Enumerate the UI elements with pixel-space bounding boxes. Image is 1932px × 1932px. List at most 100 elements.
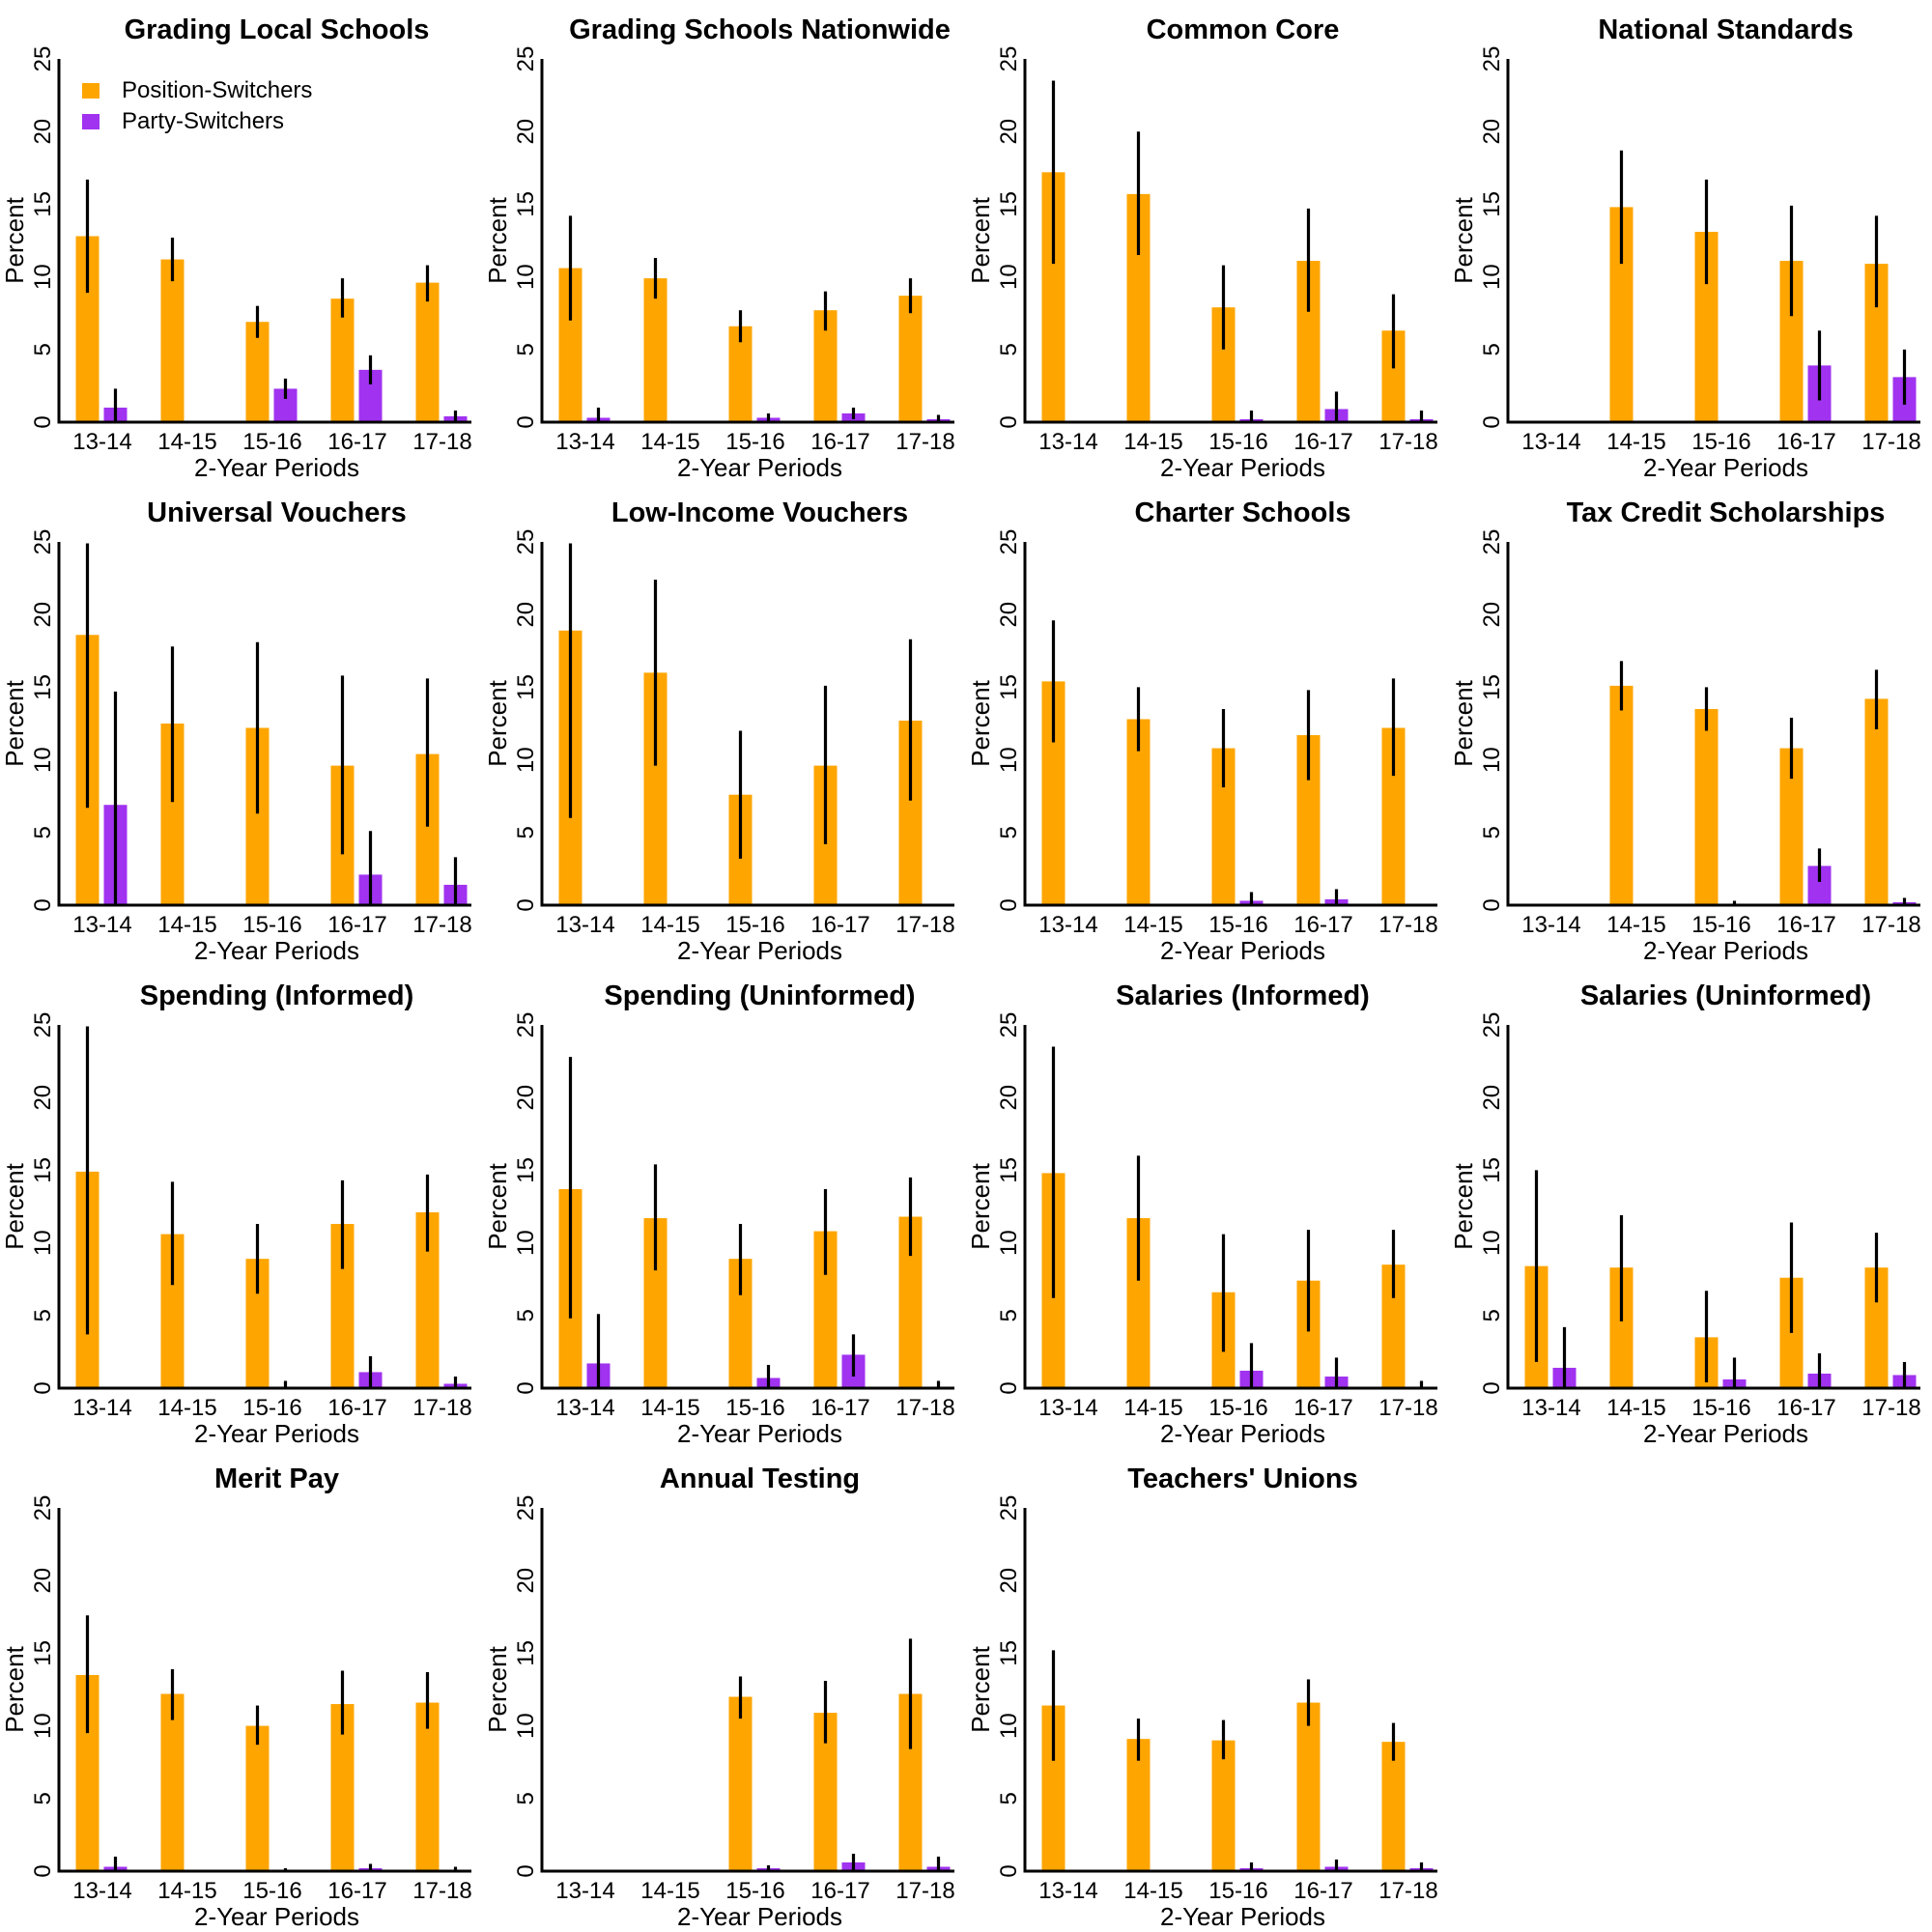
x-tick-label: 17-18: [412, 1395, 471, 1421]
y-tick-label: 25: [30, 529, 56, 555]
y-tick-label: 0: [513, 898, 539, 911]
bar: [1864, 698, 1889, 905]
y-axis-label: Percent: [1449, 679, 1478, 766]
x-tick-label: 14-15: [1606, 1395, 1665, 1421]
x-tick-label: 13-14: [72, 1878, 131, 1904]
y-tick-label: 25: [30, 1012, 56, 1038]
x-tick-label: 17-18: [1861, 912, 1920, 938]
y-axis-label: Percent: [483, 679, 512, 766]
x-tick-label: 17-18: [895, 1878, 954, 1904]
y-tick-label: 15: [30, 1640, 56, 1666]
x-tick-label: 14-15: [1606, 429, 1665, 455]
y-tick-label: 5: [513, 826, 539, 838]
x-tick-label: 17-18: [1378, 1395, 1437, 1421]
x-tick-label: 14-15: [1123, 912, 1182, 938]
chart-panel: Salaries (Uninformed) 0 5 10 15 20 25 Percent 13…: [1449, 980, 1921, 1448]
x-tick-label: 13-14: [555, 1878, 614, 1904]
y-tick-label: 15: [513, 1157, 539, 1183]
x-tick-label: 15-16: [242, 429, 301, 455]
legend-label: Party-Switchers: [122, 108, 284, 134]
panel-title: Common Core: [1147, 14, 1340, 45]
y-tick-label: 15: [996, 674, 1022, 700]
panel-title: Spending (Uninformed): [604, 980, 915, 1011]
x-tick-label: 17-18: [895, 429, 954, 455]
x-tick-label: 16-17: [1293, 1878, 1352, 1904]
bar: [1381, 1742, 1406, 1871]
x-tick-label: 16-17: [1293, 1395, 1352, 1421]
y-tick-label: 10: [30, 1713, 56, 1739]
bar: [245, 1725, 270, 1871]
panel-title: Universal Vouchers: [147, 497, 407, 528]
x-tick-label: 13-14: [555, 1395, 614, 1421]
y-tick-label: 10: [996, 747, 1022, 773]
y-tick-label: 20: [30, 602, 56, 628]
x-tick-label: 17-18: [412, 429, 471, 455]
y-tick-label: 10: [996, 1713, 1022, 1739]
panel-title: Charter Schools: [1135, 497, 1351, 528]
y-tick-label: 10: [1479, 1230, 1505, 1256]
x-tick-label: 16-17: [1293, 429, 1352, 455]
x-tick-label: 17-18: [1378, 429, 1437, 455]
x-tick-label: 16-17: [810, 1878, 869, 1904]
x-tick-label: 15-16: [242, 912, 301, 938]
y-tick-label: 5: [996, 826, 1022, 838]
y-tick-label: 0: [30, 1381, 56, 1394]
y-tick-label: 25: [513, 529, 539, 555]
y-axis-label: Percent: [0, 1645, 29, 1732]
x-axis-label: 2-Year Periods: [194, 936, 359, 965]
x-tick-label: 16-17: [810, 1395, 869, 1421]
x-tick-label: 13-14: [72, 429, 131, 455]
x-axis-label: 2-Year Periods: [1643, 453, 1808, 482]
chart-panel: Tax Credit Scholarships 0 5 10 15 20 25 Percent…: [1449, 497, 1921, 965]
x-axis-label: 2-Year Periods: [1643, 936, 1808, 965]
y-tick-label: 25: [513, 1495, 539, 1521]
x-tick-label: 17-18: [1861, 1395, 1920, 1421]
y-tick-label: 20: [1479, 1085, 1505, 1111]
bar: [245, 322, 270, 422]
y-tick-label: 25: [30, 46, 56, 72]
chart-panel: Low-Income Vouchers 0 5 10 15 20 25 Percent 13-1…: [483, 497, 955, 965]
y-axis-label: Percent: [483, 1162, 512, 1249]
y-tick-label: 15: [996, 1157, 1022, 1183]
y-tick-label: 25: [1479, 46, 1505, 72]
x-tick-label: 17-18: [1378, 1878, 1437, 1904]
chart-panel: Common Core 0 5 10 15 20 25 Percent 13-14 14-15 15…: [966, 14, 1438, 482]
x-tick-label: 13-14: [555, 912, 614, 938]
x-tick-label: 13-14: [72, 1395, 131, 1421]
bar: [1211, 1740, 1236, 1871]
y-tick-label: 20: [30, 1568, 56, 1594]
x-tick-label: 13-14: [1521, 912, 1580, 938]
x-tick-label: 15-16: [725, 912, 784, 938]
chart-panel: Teachers' Unions 0 5 10 15 20 25 Percent 13-14 14…: [966, 1463, 1438, 1931]
y-tick-label: 20: [513, 602, 539, 628]
y-tick-label: 10: [513, 264, 539, 290]
x-tick-label: 16-17: [1776, 1395, 1835, 1421]
y-tick-label: 5: [513, 1309, 539, 1321]
y-tick-label: 5: [513, 343, 539, 355]
y-axis-label: Percent: [0, 1162, 29, 1249]
x-tick-label: 15-16: [1691, 912, 1750, 938]
x-tick-label: 13-14: [1038, 1395, 1097, 1421]
x-axis-label: 2-Year Periods: [1643, 1419, 1808, 1448]
x-tick-label: 13-14: [1521, 429, 1580, 455]
chart-panel: Grading Local Schools 0 5 10 15 20 25 Percent 13…: [0, 14, 472, 482]
y-tick-label: 5: [996, 1792, 1022, 1804]
chart-panel: Charter Schools 0 5 10 15 20 25 Percent 13-14 14-…: [966, 497, 1438, 965]
x-axis-label: 2-Year Periods: [1160, 936, 1325, 965]
panel-title: Spending (Informed): [140, 980, 414, 1011]
panel-title: Low-Income Vouchers: [611, 497, 908, 528]
x-tick-label: 14-15: [640, 429, 699, 455]
y-tick-label: 0: [1479, 898, 1505, 911]
y-tick-label: 10: [513, 747, 539, 773]
bar: [643, 278, 668, 422]
x-tick-label: 15-16: [1691, 1395, 1750, 1421]
x-tick-label: 17-18: [412, 1878, 471, 1904]
x-tick-label: 14-15: [157, 912, 216, 938]
y-tick-label: 20: [996, 1568, 1022, 1594]
bar: [415, 1702, 440, 1871]
panel-title: Salaries (Informed): [1116, 980, 1370, 1011]
y-tick-label: 25: [996, 1495, 1022, 1521]
y-tick-label: 15: [30, 674, 56, 700]
x-tick-label: 13-14: [1038, 429, 1097, 455]
